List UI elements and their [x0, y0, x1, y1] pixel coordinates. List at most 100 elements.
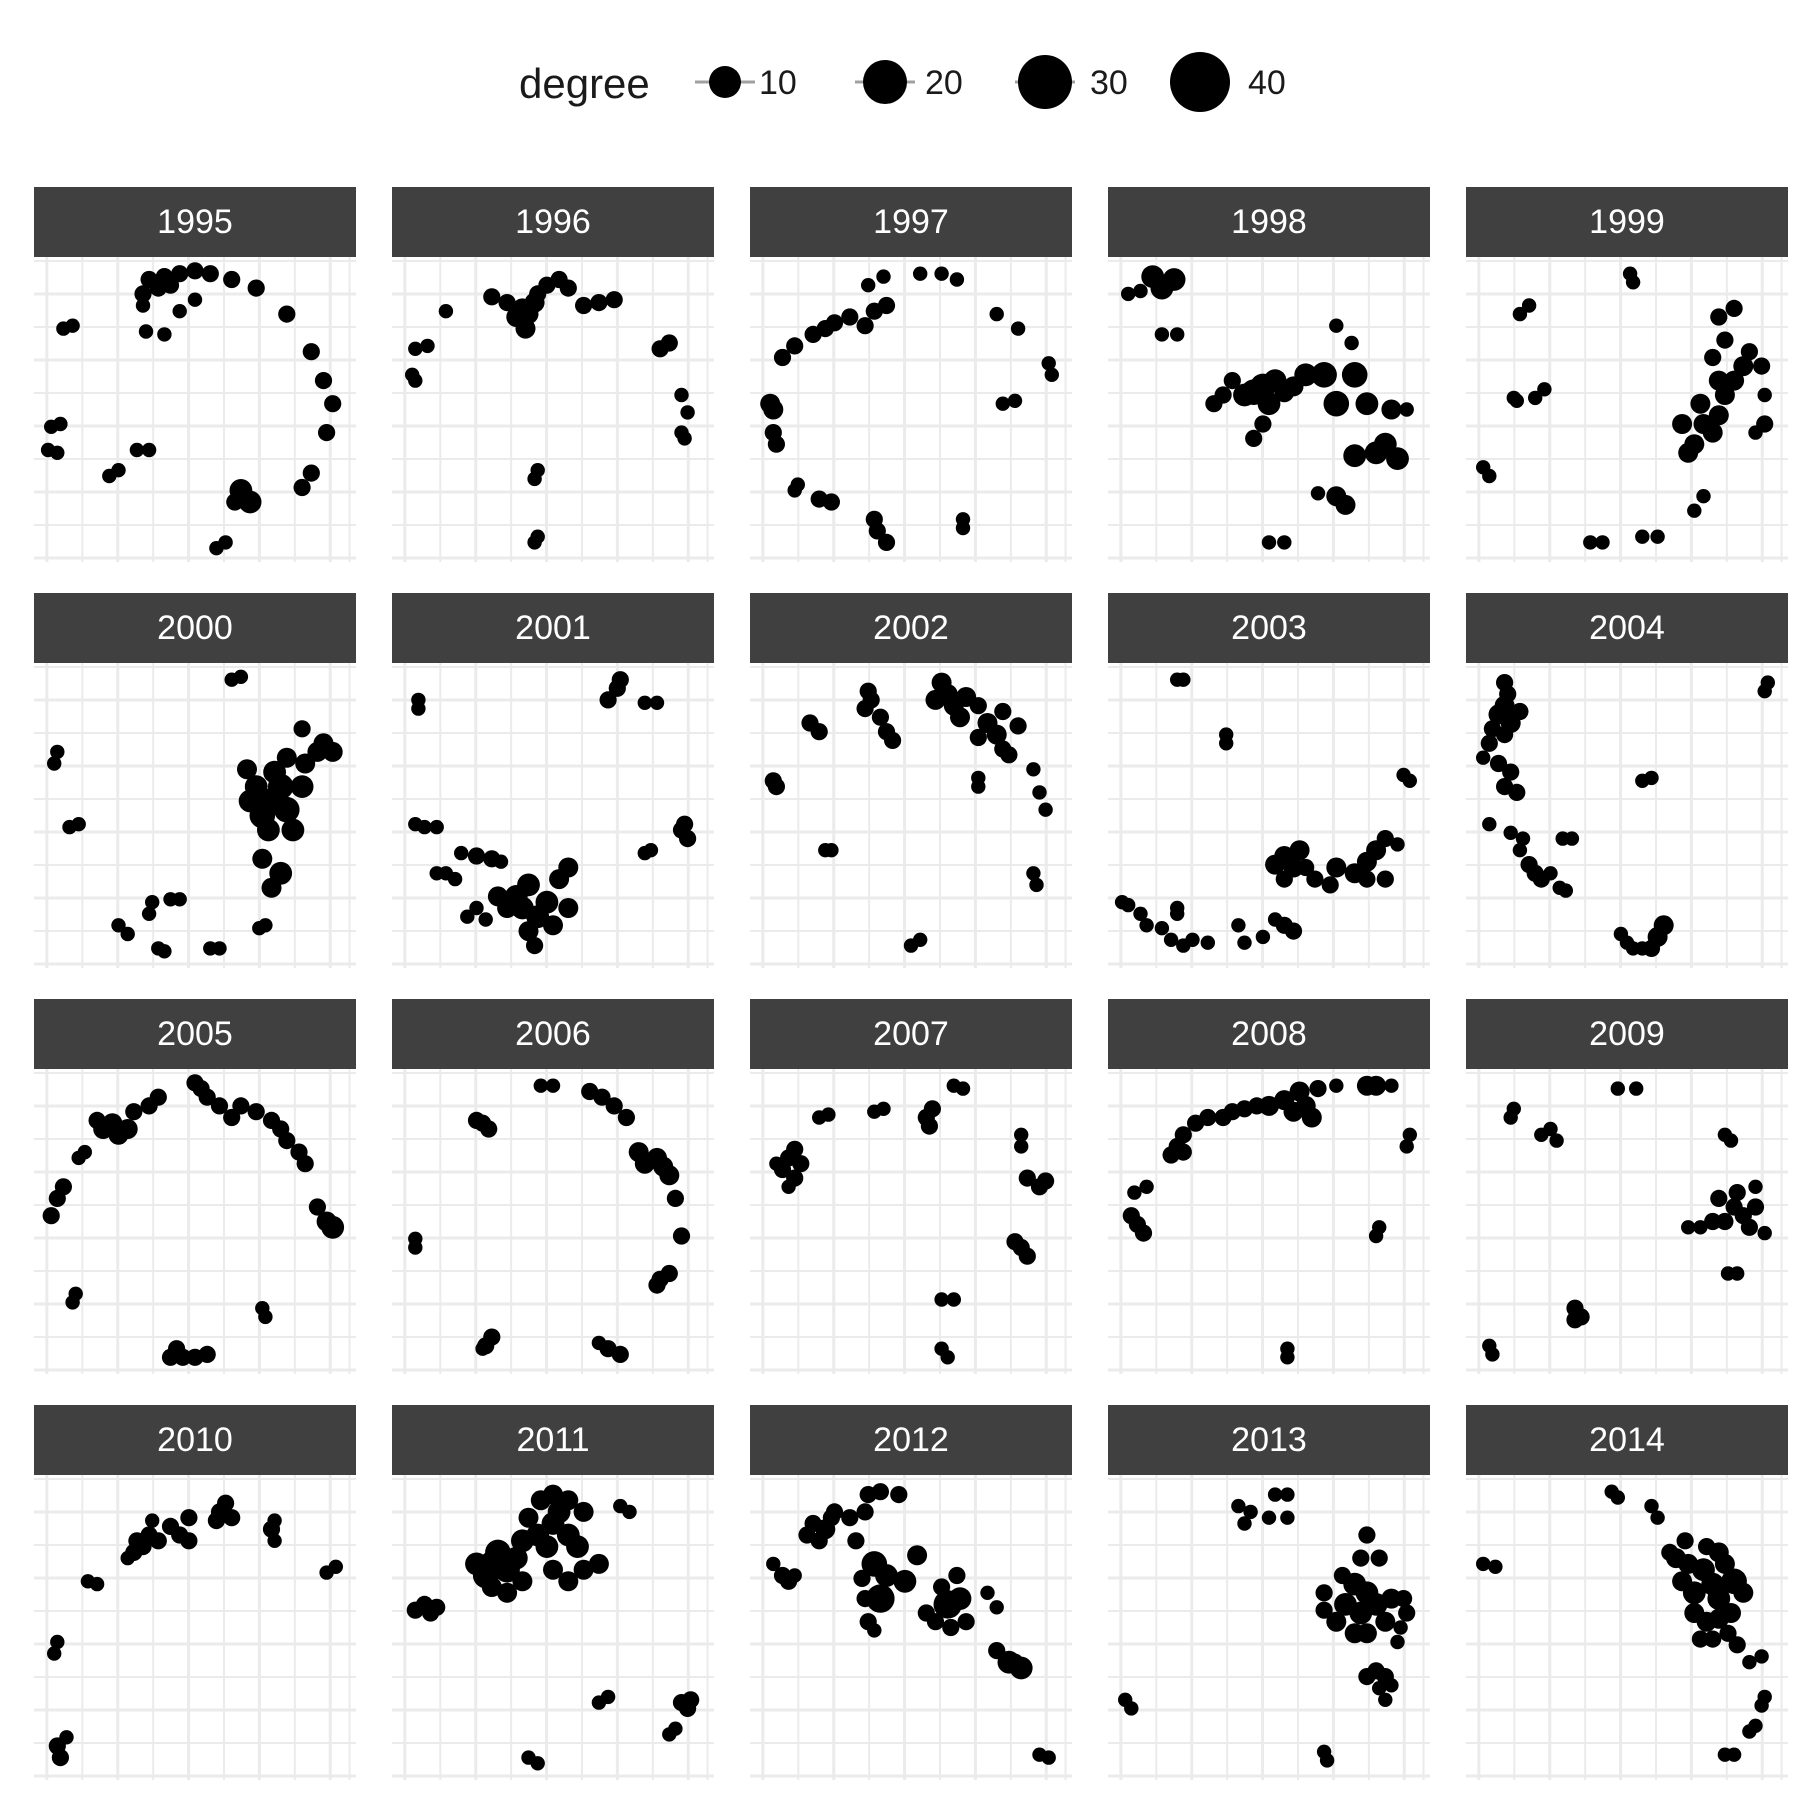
data-point [1311, 362, 1337, 388]
data-point [526, 937, 544, 955]
data-point [1726, 1747, 1742, 1762]
data-point [1708, 405, 1729, 426]
data-point [825, 314, 844, 332]
data-point [1512, 306, 1528, 322]
facet-plot-area [1466, 257, 1788, 562]
data-point [1018, 1169, 1036, 1187]
data-point [1480, 734, 1498, 752]
data-point [986, 724, 1007, 745]
data-point [1512, 843, 1528, 858]
facet-plot-area [1108, 663, 1430, 968]
data-point [1326, 857, 1347, 878]
data-point [1323, 390, 1350, 417]
data-point [145, 1513, 160, 1528]
data-point [483, 288, 501, 306]
data-point [1496, 726, 1514, 744]
data-point [1026, 866, 1041, 881]
facet-strip-label: 1995 [34, 187, 356, 257]
data-point [1506, 390, 1521, 406]
data-point [1154, 921, 1170, 936]
data-point [1704, 1212, 1722, 1231]
data-point [232, 1097, 250, 1115]
data-point [1162, 268, 1186, 291]
facet-plot-area [34, 1069, 356, 1374]
data-point [1503, 825, 1518, 840]
data-point [611, 671, 629, 689]
data-point [1038, 802, 1053, 817]
data-point [128, 1532, 146, 1550]
data-point [42, 1207, 60, 1225]
data-point [1521, 298, 1537, 313]
data-point [590, 294, 608, 312]
data-point [1733, 1582, 1754, 1603]
data-point [672, 1227, 691, 1245]
data-point [822, 1509, 840, 1527]
data-point [480, 1120, 498, 1138]
data-point [1014, 1139, 1029, 1154]
data-point [1245, 429, 1263, 447]
data-point [223, 270, 241, 289]
data-point [88, 1111, 106, 1129]
data-point [1476, 750, 1491, 765]
data-point [792, 1155, 810, 1173]
data-point [1757, 387, 1772, 403]
data-point [180, 1532, 198, 1550]
data-point [875, 1564, 898, 1587]
data-point [913, 932, 928, 947]
data-point [861, 278, 876, 293]
facet-strip-label: 2012 [750, 1405, 1072, 1475]
data-point [1508, 783, 1526, 801]
data-point [923, 1100, 941, 1118]
data-point [1693, 1220, 1708, 1235]
data-point [77, 1144, 92, 1160]
facet-strip-label: 2011 [392, 1405, 714, 1475]
data-point [1370, 1549, 1388, 1567]
data-point [428, 1598, 446, 1616]
data-point [481, 1577, 502, 1597]
facet-plot-area [392, 257, 714, 562]
data-point [252, 848, 273, 869]
data-point [648, 1276, 666, 1294]
facet-panel: 2005 [34, 999, 356, 1374]
facet-panel: 2008 [1108, 999, 1430, 1374]
data-point [1294, 363, 1318, 387]
data-point [1037, 1172, 1055, 1190]
legend: degree 10 20 30 40 [0, 40, 1800, 130]
data-point [1162, 1146, 1180, 1164]
data-point [129, 442, 145, 458]
data-point [969, 697, 987, 715]
data-point [660, 334, 678, 352]
data-point [955, 1081, 971, 1096]
data-point [955, 520, 971, 536]
data-point [1681, 1220, 1696, 1235]
data-point [558, 857, 579, 878]
facet-plot-area [1108, 1069, 1430, 1374]
data-point [821, 1107, 836, 1122]
data-point [1315, 1601, 1333, 1619]
data-point [267, 1533, 282, 1548]
data-point [1310, 486, 1326, 501]
data-point [767, 435, 785, 453]
data-point [1267, 912, 1283, 927]
data-point [1724, 370, 1745, 391]
data-point [1018, 1247, 1036, 1265]
data-point [558, 1571, 579, 1592]
data-point [543, 915, 563, 936]
data-point [226, 493, 244, 511]
data-point [258, 918, 273, 933]
data-point [877, 296, 896, 315]
data-point [1214, 1108, 1232, 1127]
data-point [117, 1119, 138, 1139]
data-point [1297, 858, 1315, 877]
data-point [1284, 922, 1303, 940]
data-point [1280, 1350, 1295, 1365]
data-point [408, 1240, 423, 1255]
data-point [1733, 356, 1754, 377]
data-point [1133, 906, 1148, 921]
data-point [493, 854, 509, 869]
data-point [769, 1156, 784, 1171]
data-point [1511, 702, 1529, 721]
data-point [51, 1749, 69, 1767]
data-point [1595, 535, 1610, 550]
data-point [322, 741, 343, 762]
